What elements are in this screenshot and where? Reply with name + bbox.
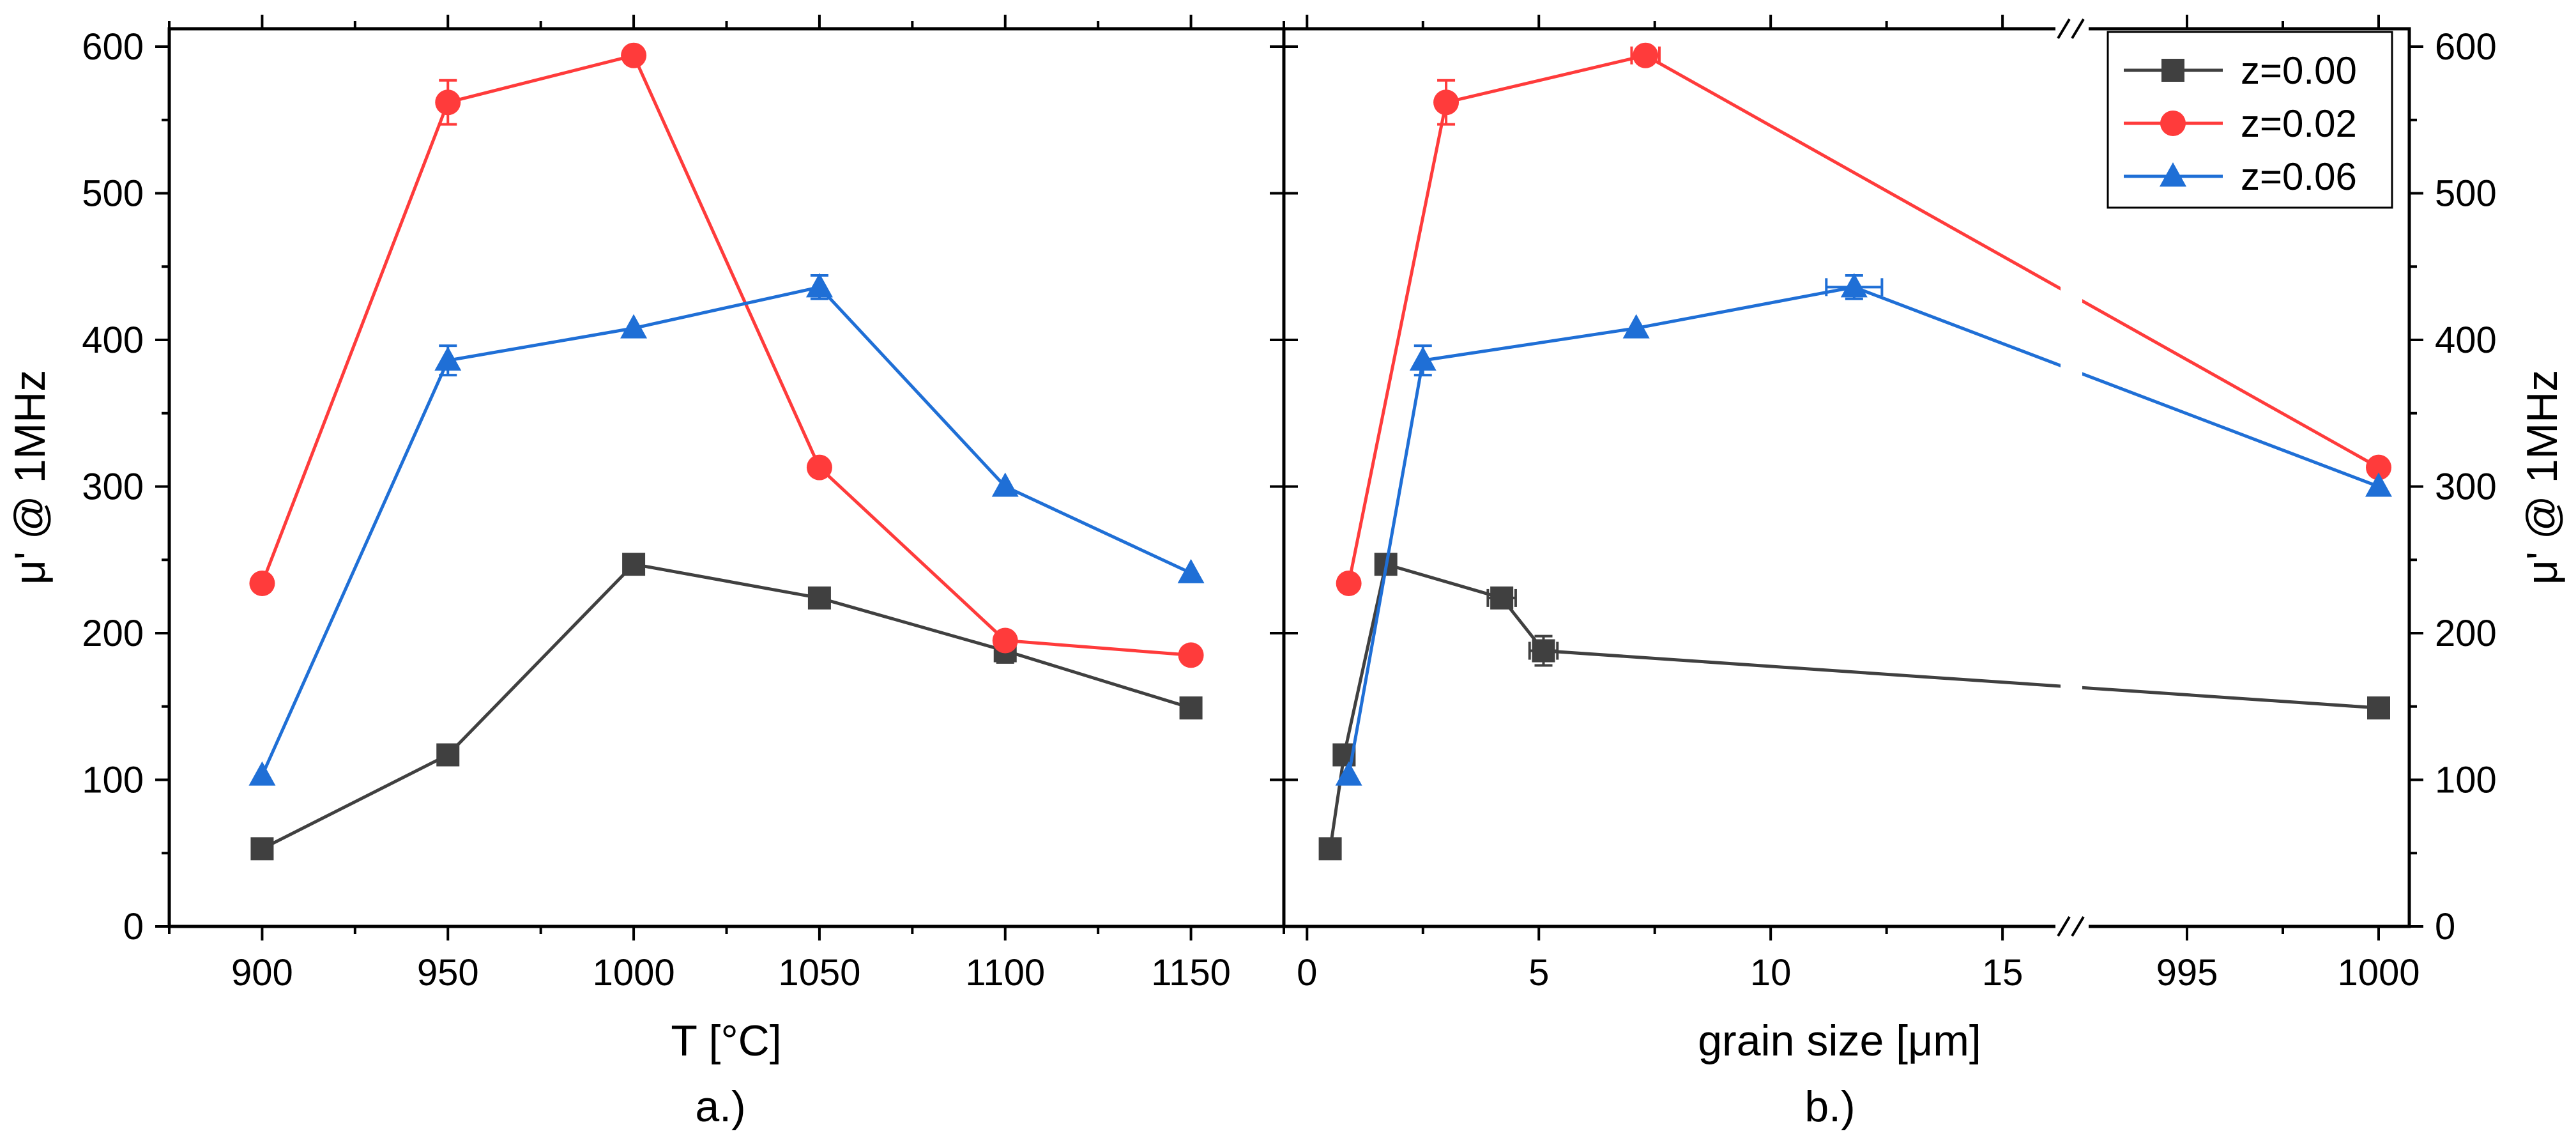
b-xtick-label: 995 (2156, 952, 2218, 994)
a-xtick-label: 1050 (778, 952, 860, 994)
a-point-z=0.02-1050 (806, 454, 832, 480)
a-series-z=0.02 (249, 42, 1204, 668)
legend-marker-z=0.00 (2161, 59, 2184, 82)
legend: z=0.00 z=0.02 z=0.06 (2107, 31, 2393, 209)
a-ytick-label: 600 (82, 26, 144, 68)
b-point-z=0.02-3 (1433, 89, 1459, 116)
b-point-z=0.02-0.9 (1336, 570, 1362, 596)
b-break-gap (2061, 192, 2082, 735)
a-line-z=0.06 (261, 285, 1192, 776)
legend-label: z=0.02 (2241, 102, 2357, 145)
b-ytick-label: 0 (2435, 906, 2455, 948)
panel-a-ylabel: μ' @ 1MHz (6, 370, 54, 585)
b-point-z=0.02-1000 (2366, 454, 2391, 480)
b-point-z=0.02-7.3 (1633, 42, 1659, 68)
b-line-z=0.06 (1347, 285, 2379, 776)
b-xtick-label: 15 (1982, 952, 2023, 994)
a-point-z=0.00-1000 (622, 553, 646, 576)
legend-box (2107, 31, 2393, 209)
b-point-z=0.00-5.1 (1532, 639, 1555, 663)
a-point-z=0.00-950 (436, 743, 460, 767)
b-ytick-label: 100 (2435, 760, 2497, 801)
b-ytick-label: 300 (2435, 466, 2497, 508)
a-line-z=0.02 (261, 53, 1191, 657)
a-point-z=0.06-1100 (991, 472, 1019, 497)
panel-b-ylabel: μ' @ 1MHz (2518, 370, 2566, 585)
a-point-z=0.00-1050 (807, 586, 831, 610)
a-series-z=0.00 (250, 553, 1203, 861)
a-xtick-label: 900 (231, 952, 293, 994)
a-point-z=0.02-1100 (992, 627, 1018, 654)
legend-label: z=0.00 (2241, 49, 2357, 92)
legend-marker-z=0.06 (2160, 162, 2186, 187)
b-xtick-label: 10 (1750, 952, 1792, 994)
b-ytick-label: 200 (2435, 613, 2497, 654)
a-point-z=0.02-950 (435, 89, 461, 116)
a-point-z=0.06-900 (248, 761, 276, 786)
a-point-z=0.02-900 (249, 570, 275, 596)
panel-b-frame (1282, 27, 2411, 928)
b-point-z=0.06-11.8 (1840, 273, 1868, 298)
a-ytick-label: 200 (82, 613, 144, 654)
panel-a-frame (167, 27, 1286, 928)
b-point-z=0.06-1000 (2365, 472, 2392, 497)
b-xtick-label: 1000 (2337, 952, 2420, 994)
legend-label: z=0.06 (2241, 155, 2357, 198)
a-point-z=0.06-1000 (620, 314, 648, 339)
legend-marker-z=0.02 (2160, 111, 2186, 136)
b-point-z=0.00-4.2 (1490, 586, 1514, 610)
panel-a-caption: a.) (695, 1082, 745, 1131)
a-ytick-label: 0 (123, 906, 144, 948)
a-xtick-label: 950 (417, 952, 479, 994)
b-point-z=0.06-2.5 (1409, 346, 1437, 371)
b-xtick-label: 5 (1528, 952, 1549, 994)
panel-b-xlabel: grain size [μm] (1698, 1017, 1981, 1065)
b-series-z=0.02 (1336, 42, 2391, 596)
b-point-z=0.00-0.5 (1318, 837, 1342, 861)
a-xtick-label: 1100 (965, 952, 1045, 994)
a-point-z=0.06-950 (434, 346, 462, 371)
b-ytick-label: 600 (2435, 26, 2497, 68)
panel-a: 0 100 200 300 400 500 600 900 950 1000 1050 1100 115… (6, 15, 1286, 1131)
a-point-z=0.06-1150 (1177, 558, 1205, 583)
a-point-z=0.00-900 (250, 837, 274, 861)
a-ytick-label: 400 (82, 319, 144, 361)
a-point-z=0.02-1000 (621, 42, 647, 68)
b-series-z=0.00 (1318, 553, 2390, 861)
a-line-z=0.00 (261, 562, 1192, 850)
b-series-z=0.06 (1335, 273, 2392, 786)
b-point-z=0.06-0.9 (1335, 761, 1362, 786)
b-xtick-label: 0 (1297, 952, 1317, 994)
b-ytick-label: 400 (2435, 319, 2497, 361)
a-point-z=0.00-1150 (1179, 696, 1203, 720)
b-ytick-label: 500 (2435, 173, 2497, 215)
a-xtick-label: 1000 (593, 952, 675, 994)
a-ytick-label: 100 (82, 760, 144, 801)
a-ytick-label: 500 (82, 173, 144, 215)
b-point-z=0.06-7.1 (1622, 314, 1650, 339)
panel-b: 0 100 200 300 400 500 600 0 5 10 15 995 1000 grain s… (1282, 15, 2566, 1131)
b-point-z=0.00-1000 (2367, 696, 2390, 720)
a-point-z=0.06-1050 (805, 273, 833, 298)
panel-b-caption: b.) (1804, 1082, 1855, 1131)
b-line-z=0.00 (1329, 562, 2379, 849)
a-xtick-label: 1150 (1151, 952, 1231, 994)
axis-break-marks (2055, 18, 2089, 937)
a-point-z=0.02-1150 (1178, 642, 1204, 668)
panel-a-xlabel: T [°C] (671, 1017, 781, 1065)
b-line-z=0.02 (1347, 54, 2380, 584)
a-series-z=0.06 (248, 273, 1205, 786)
a-ytick-label: 300 (82, 466, 144, 508)
